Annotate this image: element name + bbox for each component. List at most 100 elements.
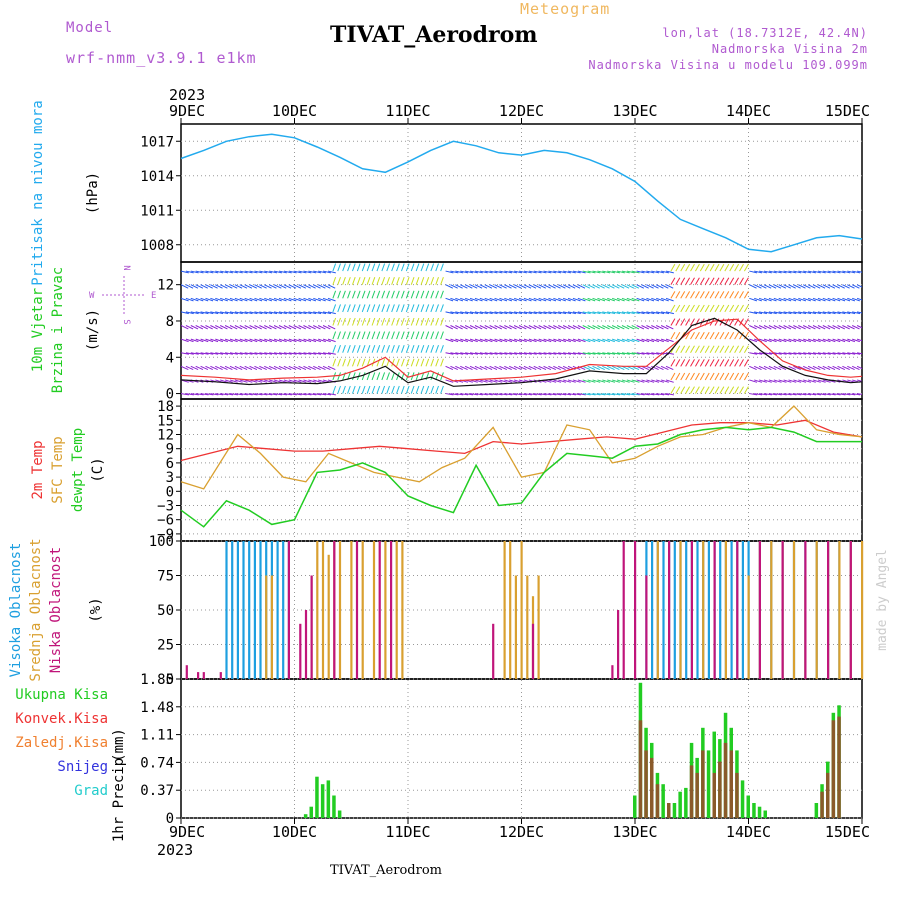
wind-barb — [646, 352, 655, 355]
precip-axis-label: 1hr Precip — [111, 758, 127, 842]
wind-barb — [651, 284, 659, 289]
wind-barb — [675, 291, 681, 299]
wind-barb — [484, 297, 493, 302]
wind-barb — [646, 311, 655, 315]
wind-barb — [440, 304, 444, 313]
wind-barb — [660, 338, 669, 343]
wind-barb — [827, 365, 836, 371]
wind-barb — [563, 311, 572, 315]
cloud-bar — [310, 575, 313, 679]
wind-barb — [489, 325, 498, 330]
wind-barb — [494, 379, 503, 383]
wind-barb — [734, 359, 740, 367]
wind-barb — [734, 304, 740, 313]
cloud-bar — [611, 665, 614, 679]
wind-barb — [788, 393, 797, 396]
sfctemp-line — [180, 405, 863, 490]
wind-barb — [499, 365, 508, 371]
wind-barb — [543, 393, 552, 396]
wind-barb — [474, 352, 483, 355]
wind-barb — [754, 297, 762, 302]
wind-gust-line — [180, 318, 863, 382]
wind-barb — [631, 270, 640, 274]
wind-barb — [631, 284, 640, 289]
wind-barb — [690, 277, 695, 285]
day-label-top: 15DEC — [825, 102, 870, 120]
wind-barb — [543, 311, 552, 315]
cloud-bar — [361, 541, 364, 679]
wind-barb — [249, 284, 258, 289]
wind-barb — [298, 352, 307, 355]
wind-barb — [758, 365, 767, 371]
page-title: TIVAT_Aerodrom — [330, 22, 538, 48]
wind-barb — [195, 393, 204, 396]
wind-barb — [405, 385, 410, 394]
wind-barb — [484, 393, 493, 396]
wind-barb — [499, 393, 508, 396]
cloud-bar — [696, 541, 699, 679]
wind-barb — [793, 338, 802, 343]
wind-barb — [861, 284, 862, 286]
wind-barb — [264, 284, 272, 289]
wind-barb — [400, 304, 405, 313]
wind-barb — [714, 291, 720, 299]
wind-barb — [856, 284, 862, 288]
wind-barb — [504, 284, 512, 289]
wind-barb — [274, 393, 283, 396]
wind-barb — [313, 352, 322, 355]
wind-barb — [533, 270, 542, 274]
wind-barb — [773, 270, 782, 274]
wind-barb — [749, 311, 758, 315]
wind-barb — [621, 352, 630, 355]
day-label-bottom: 15DEC — [825, 823, 870, 841]
wind-barb — [278, 393, 287, 396]
wind-barb — [680, 263, 686, 272]
wind-barb — [699, 345, 705, 353]
wind-barb — [479, 297, 488, 302]
wind-barb — [847, 297, 856, 302]
wind-barb — [793, 297, 802, 302]
wind-barb — [558, 270, 567, 274]
precip-bar — [723, 742, 728, 818]
compass-e-label: E — [151, 291, 156, 301]
wind-barb — [371, 345, 376, 353]
wind-barb — [714, 263, 720, 272]
wind-barb — [807, 270, 817, 274]
wind-barb — [224, 270, 234, 274]
wind-barb — [425, 277, 430, 285]
wind-barb — [460, 325, 468, 330]
y-tick-label: 50 — [157, 603, 174, 619]
wind-barb — [303, 338, 312, 343]
wind-barb — [597, 352, 606, 355]
wind-barb — [714, 331, 720, 340]
cloud-bar — [265, 575, 268, 679]
wind-barb — [479, 379, 488, 383]
wind-barb — [533, 284, 542, 289]
wind-barb — [533, 365, 542, 371]
wind-barb — [430, 290, 435, 299]
wind-axis-label-2: Brzina i Pravac — [50, 267, 66, 393]
wind-barb — [219, 325, 228, 330]
wind-barb — [283, 311, 292, 315]
wind-barb — [415, 331, 420, 340]
wind-barb — [749, 297, 758, 302]
wind-barb — [499, 379, 508, 383]
wind-barb — [753, 284, 762, 289]
wind-barb — [631, 379, 640, 383]
wind-barb — [587, 297, 596, 302]
wind-barb — [489, 284, 498, 289]
wind-barb — [694, 345, 700, 353]
wind-barb — [763, 325, 772, 330]
wind-barb — [465, 270, 474, 274]
wind-barb — [621, 284, 630, 289]
wind-barb — [832, 352, 841, 355]
wind-barb — [842, 352, 851, 355]
wind-barb — [572, 325, 581, 330]
wind-barb — [460, 352, 469, 355]
wind-barb — [817, 270, 826, 274]
cloud-bar — [531, 623, 535, 679]
wind-barb — [621, 338, 630, 343]
wind-barb — [778, 393, 787, 396]
cloud-bar — [673, 541, 676, 679]
precip-bar — [826, 772, 830, 818]
